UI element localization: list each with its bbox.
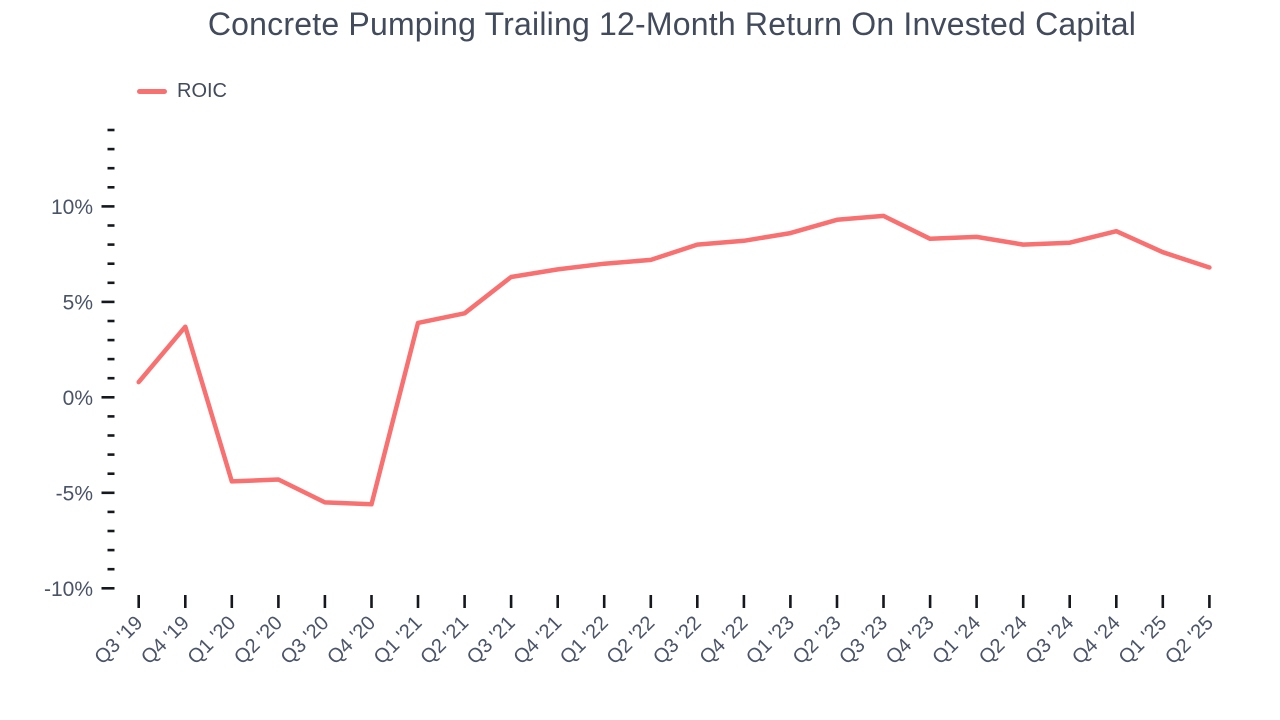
y-axis-label: 0% (63, 387, 93, 410)
y-axis-label: -5% (56, 482, 93, 505)
y-axis-label: 5% (63, 291, 93, 314)
x-axis-label: Q1 '21 (370, 612, 427, 669)
x-axis-label: Q4 '23 (882, 612, 939, 669)
x-axis-label: Q2 '25 (1161, 612, 1218, 669)
x-axis-label: Q3 '23 (835, 612, 892, 669)
legend-line-swatch (137, 89, 167, 94)
y-axis: -10% -5% 0% 5% 10% (44, 128, 115, 601)
x-axis-label: Q3 '24 (1021, 612, 1078, 669)
x-axis-label: Q4 '21 (509, 612, 566, 669)
x-axis-label: Q4 '19 (137, 612, 194, 669)
x-axis-label: Q1 '25 (1115, 612, 1172, 669)
x-axis-label: Q1 '24 (928, 612, 985, 669)
legend-series-label: ROIC (177, 80, 227, 102)
roic-line (136, 213, 1212, 507)
x-axis-label: Q4 '22 (696, 612, 753, 669)
x-axis-label: Q1 '20 (184, 612, 241, 669)
x-axis-label: Q2 '20 (230, 612, 287, 669)
x-axis-label: Q3 '22 (649, 612, 706, 669)
chart-legend: ROIC (137, 80, 227, 103)
x-axis-label: Q2 '22 (603, 612, 660, 669)
x-axis-label: Q1 '22 (556, 612, 613, 669)
x-axis-label: Q1 '23 (742, 612, 799, 669)
chart-title: Concrete Pumping Trailing 12-Month Retur… (207, 6, 1137, 42)
y-axis-label: 10% (51, 196, 93, 219)
x-axis-label: Q2 '23 (789, 612, 846, 669)
x-axis-label: Q2 '24 (975, 612, 1032, 669)
x-axis-label: Q3 '21 (463, 612, 520, 669)
x-axis-label: Q4 '24 (1068, 612, 1125, 669)
x-axis-label: Q2 '21 (416, 612, 473, 669)
x-axis-label: Q4 '20 (323, 612, 380, 669)
y-axis-label: -10% (44, 578, 93, 601)
x-axis-label: Q3 '20 (277, 612, 334, 669)
x-axis-label: Q3 '19 (90, 612, 147, 669)
